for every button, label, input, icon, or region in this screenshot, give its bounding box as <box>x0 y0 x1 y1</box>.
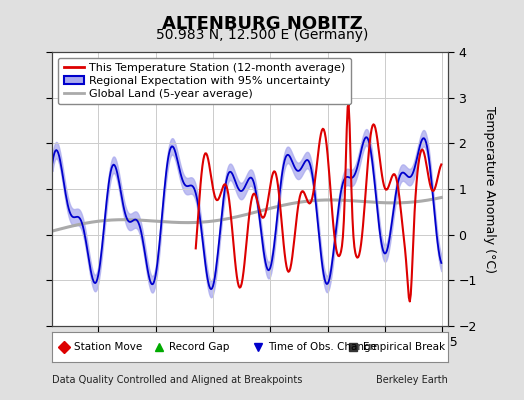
Text: Berkeley Earth: Berkeley Earth <box>376 375 448 385</box>
Text: 50.983 N, 12.500 E (Germany): 50.983 N, 12.500 E (Germany) <box>156 28 368 42</box>
Legend: This Temperature Station (12-month average), Regional Expectation with 95% uncer: This Temperature Station (12-month avera… <box>58 58 351 104</box>
Text: Data Quality Controlled and Aligned at Breakpoints: Data Quality Controlled and Aligned at B… <box>52 375 303 385</box>
Text: ALTENBURG NOBITZ: ALTENBURG NOBITZ <box>162 15 362 33</box>
Text: Empirical Break: Empirical Break <box>363 342 445 352</box>
Y-axis label: Temperature Anomaly (°C): Temperature Anomaly (°C) <box>483 106 496 272</box>
Text: Record Gap: Record Gap <box>169 342 230 352</box>
Text: Station Move: Station Move <box>74 342 143 352</box>
Text: Time of Obs. Change: Time of Obs. Change <box>268 342 377 352</box>
